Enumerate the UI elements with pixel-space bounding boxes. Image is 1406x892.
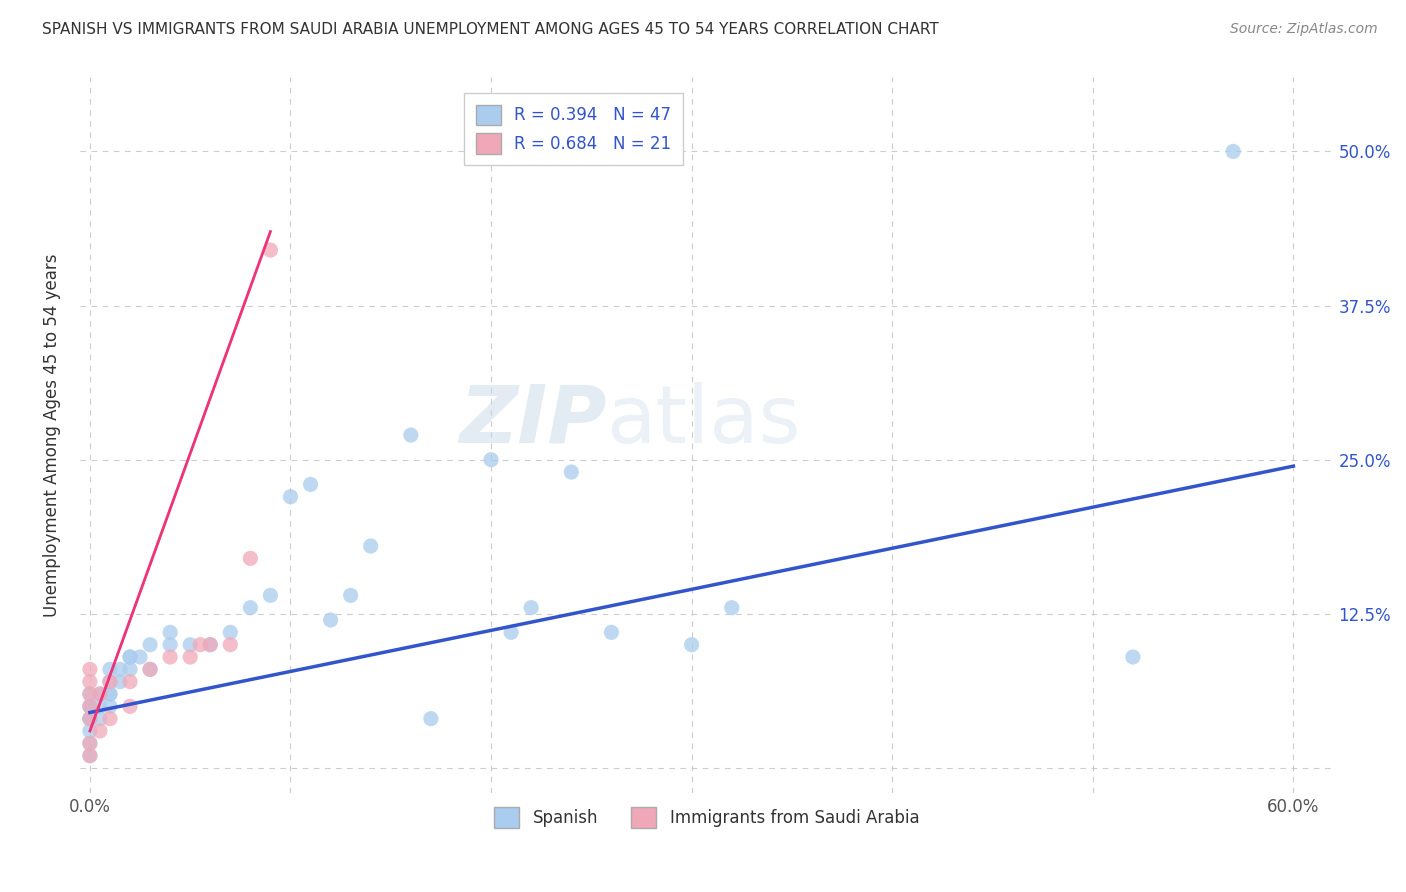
- Point: [200, 638, 222, 652]
- Point: [108, 674, 131, 689]
- Point: [159, 625, 181, 640]
- Point: [79, 712, 101, 726]
- Point: [139, 662, 162, 676]
- Point: [98, 699, 121, 714]
- Point: [89, 712, 111, 726]
- Point: [79, 736, 101, 750]
- Point: [600, 625, 623, 640]
- Point: [1222, 145, 1244, 159]
- Point: [179, 638, 201, 652]
- Point: [98, 687, 121, 701]
- Point: [89, 724, 111, 739]
- Point: [259, 243, 281, 257]
- Point: [239, 600, 262, 615]
- Text: ZIP: ZIP: [458, 382, 606, 459]
- Point: [79, 687, 101, 701]
- Point: [89, 699, 111, 714]
- Point: [79, 736, 101, 750]
- Point: [188, 638, 211, 652]
- Point: [89, 687, 111, 701]
- Point: [239, 551, 262, 566]
- Point: [79, 699, 101, 714]
- Point: [118, 662, 141, 676]
- Point: [419, 712, 441, 726]
- Point: [79, 674, 101, 689]
- Point: [179, 650, 201, 665]
- Point: [98, 674, 121, 689]
- Legend: Spanish, Immigrants from Saudi Arabia: Spanish, Immigrants from Saudi Arabia: [488, 801, 927, 834]
- Point: [79, 748, 101, 763]
- Point: [501, 625, 523, 640]
- Point: [79, 712, 101, 726]
- Point: [139, 662, 162, 676]
- Point: [118, 674, 141, 689]
- Point: [79, 662, 101, 676]
- Point: [98, 674, 121, 689]
- Y-axis label: Unemployment Among Ages 45 to 54 years: Unemployment Among Ages 45 to 54 years: [44, 253, 60, 616]
- Point: [479, 452, 502, 467]
- Point: [98, 687, 121, 701]
- Point: [159, 638, 181, 652]
- Point: [139, 638, 162, 652]
- Point: [319, 613, 342, 627]
- Point: [129, 650, 152, 665]
- Point: [520, 600, 543, 615]
- Point: [1122, 650, 1144, 665]
- Point: [720, 600, 742, 615]
- Point: [79, 699, 101, 714]
- Text: atlas: atlas: [606, 382, 801, 459]
- Point: [79, 712, 101, 726]
- Point: [79, 748, 101, 763]
- Point: [360, 539, 382, 553]
- Point: [280, 490, 302, 504]
- Point: [159, 650, 181, 665]
- Text: SPANISH VS IMMIGRANTS FROM SAUDI ARABIA UNEMPLOYMENT AMONG AGES 45 TO 54 YEARS C: SPANISH VS IMMIGRANTS FROM SAUDI ARABIA …: [42, 22, 939, 37]
- Point: [560, 465, 582, 479]
- Point: [259, 588, 281, 602]
- Point: [200, 638, 222, 652]
- Point: [219, 638, 242, 652]
- Point: [118, 699, 141, 714]
- Point: [118, 650, 141, 665]
- Point: [219, 625, 242, 640]
- Point: [681, 638, 703, 652]
- Text: Source: ZipAtlas.com: Source: ZipAtlas.com: [1230, 22, 1378, 37]
- Point: [79, 687, 101, 701]
- Point: [98, 712, 121, 726]
- Point: [299, 477, 322, 491]
- Point: [79, 724, 101, 739]
- Point: [339, 588, 361, 602]
- Point: [79, 699, 101, 714]
- Point: [399, 428, 422, 442]
- Point: [98, 662, 121, 676]
- Point: [108, 662, 131, 676]
- Point: [118, 650, 141, 665]
- Point: [89, 687, 111, 701]
